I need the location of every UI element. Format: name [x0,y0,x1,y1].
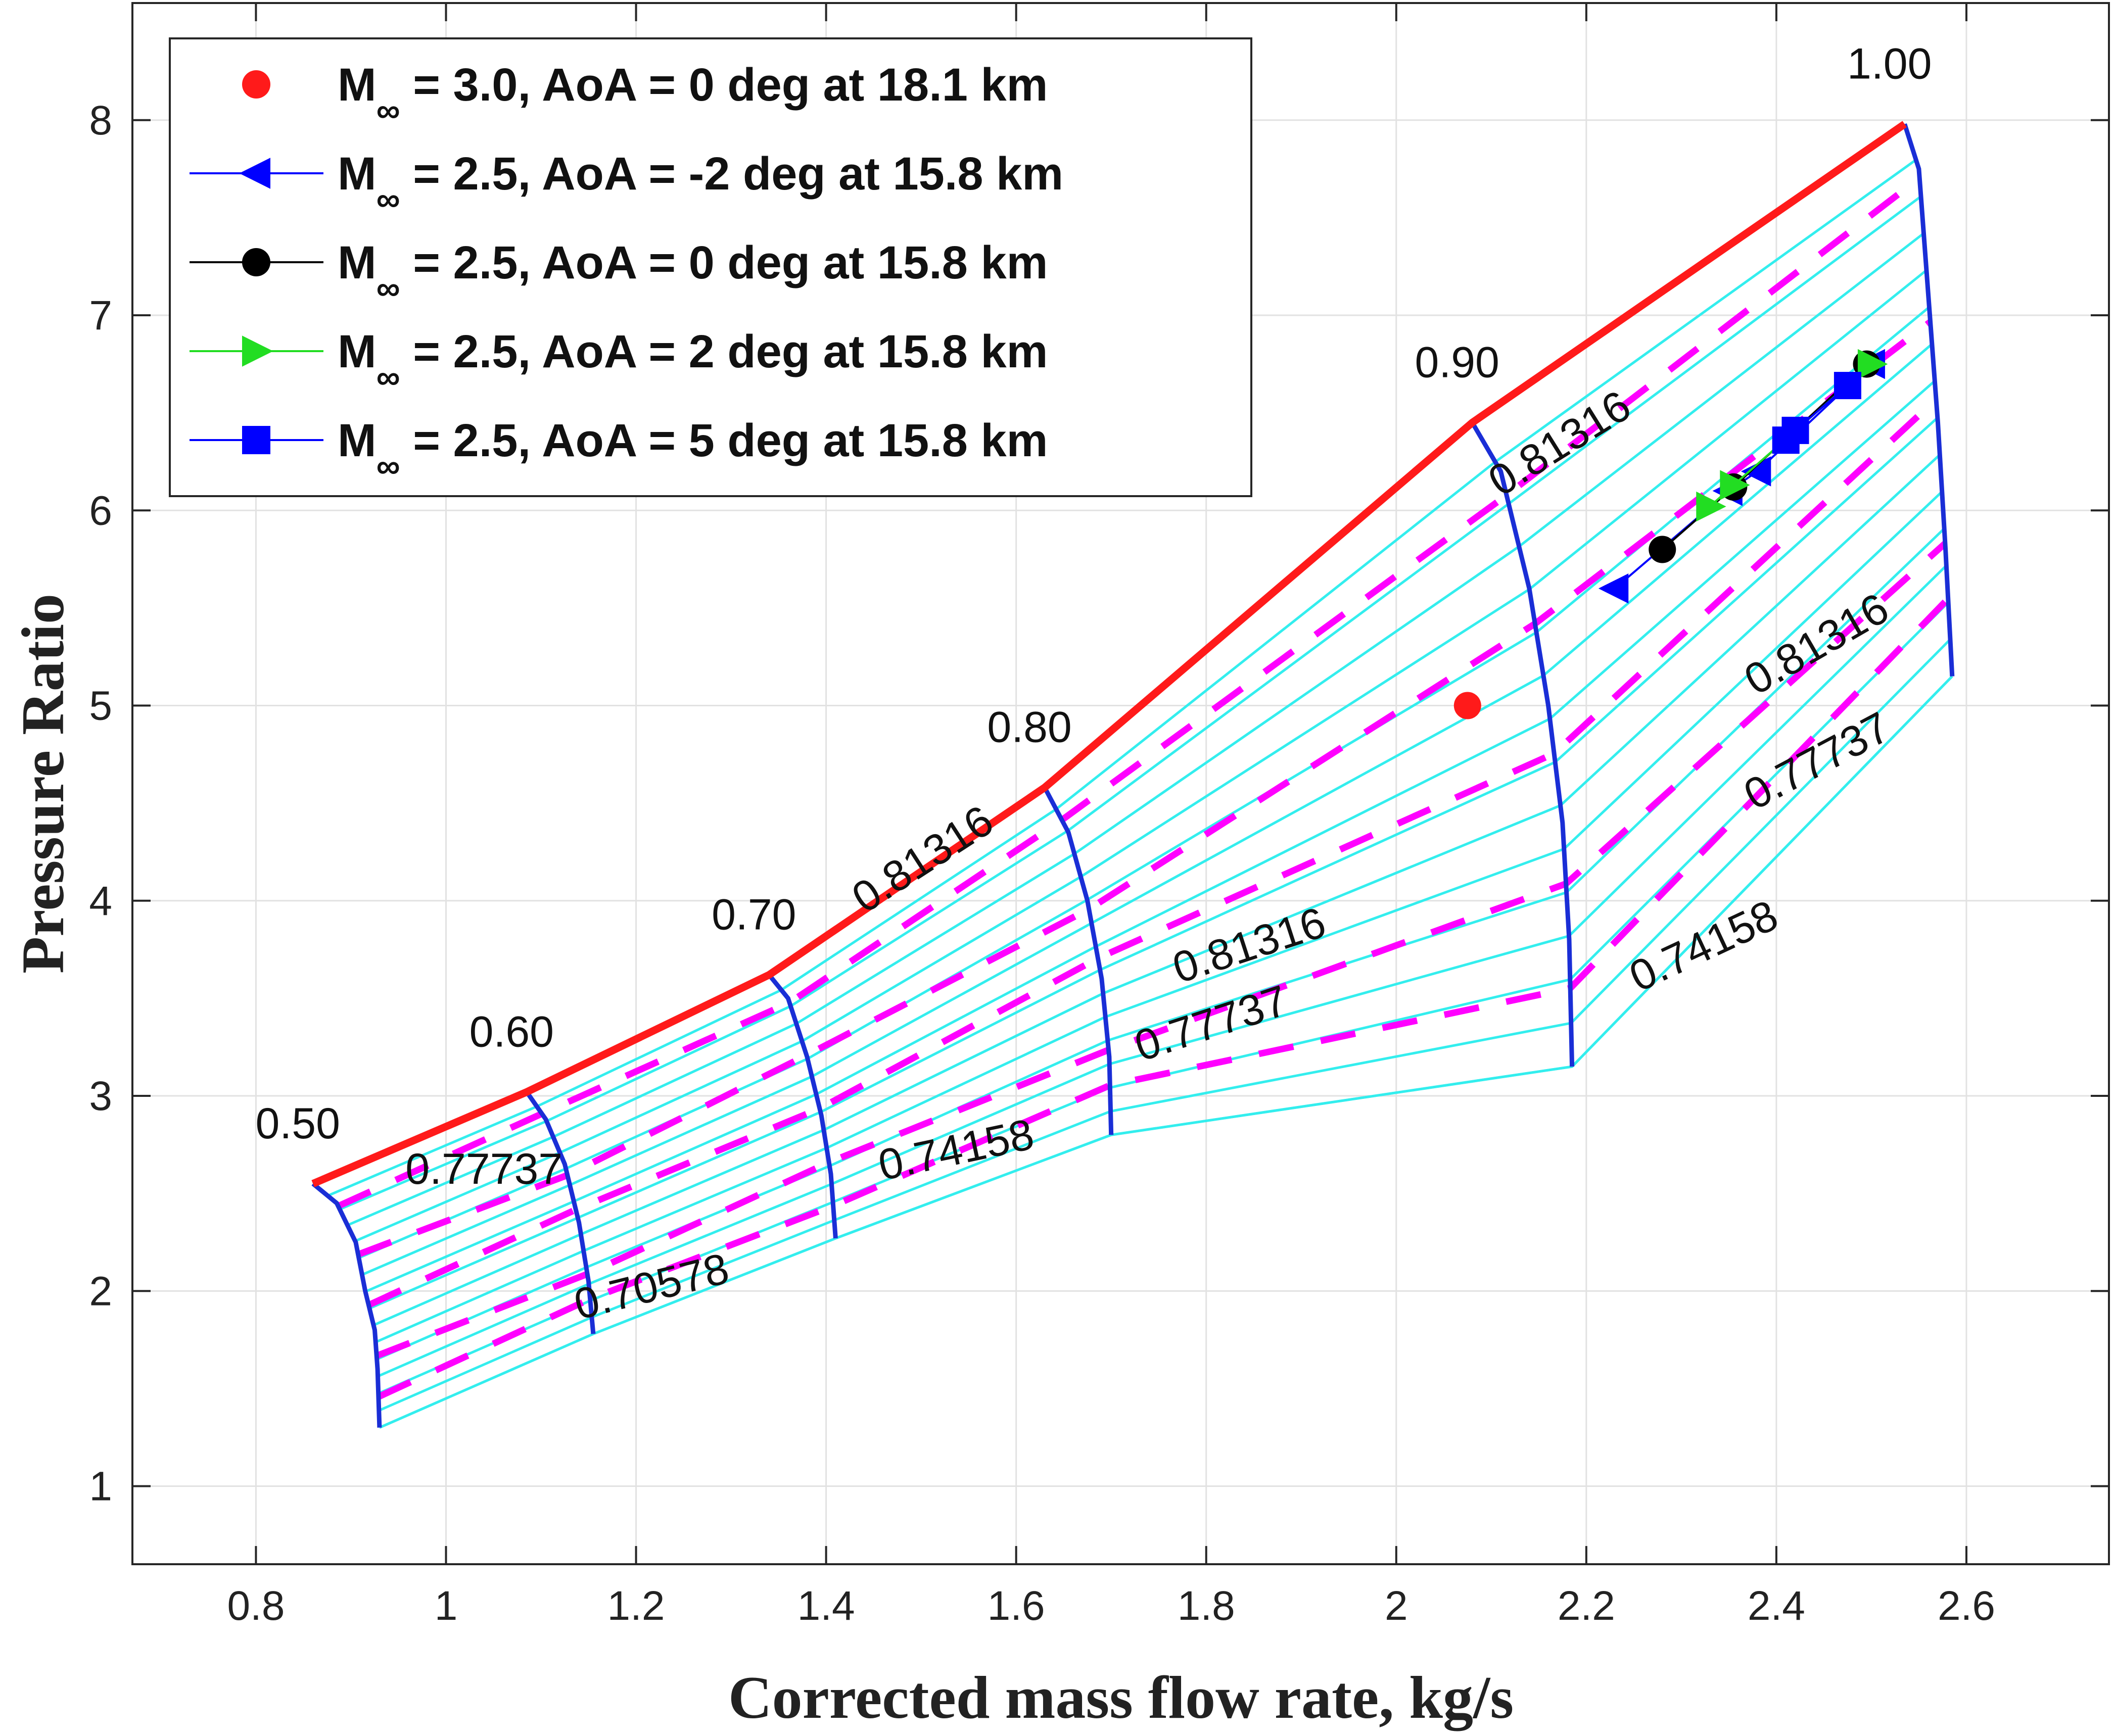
ticks: 0.8 1 1.2 1.4 1.6 1.8 2 2.2 2.4 2.6 1 2 3 4 5 6 7 8 [89,3,2109,1629]
legend-entry: M∞ = 2.5, AoA = -2 deg at 15.8 km [190,148,1063,218]
efficiency-contour [367,397,1939,1309]
x-tick-label: 1.4 [797,1583,855,1629]
y-axis-label: Pressure Ratio [9,594,76,974]
legend-label: M∞ = 3.0, AoA = 0 deg at 18.1 km [338,59,1048,129]
marker-square [1781,416,1809,444]
x-tick-label: 2 [1385,1583,1408,1629]
series-3 [1696,349,1888,522]
choke-line [379,675,1953,1429]
series-4 [1772,372,1861,454]
efficiency-value-label: 0.77737 [405,1145,562,1193]
series-0 [1453,692,1481,719]
constant-line [347,232,1925,1227]
legend-entry: M∞ = 2.5, AoA = 0 deg at 15.8 km [190,237,1048,307]
surge-line-path [311,121,1907,1187]
legend-label: M∞ = 2.5, AoA = 5 deg at 15.8 km [338,415,1048,485]
marker-square [242,426,270,454]
efficiency-contour [377,596,1951,1400]
y-tick-label: 6 [89,488,112,534]
constant-line [369,417,1939,1310]
constant-line [361,343,1933,1276]
constant-line [339,195,1922,1211]
efficiency-contour [357,319,1933,1258]
legend: M∞ = 3.0, AoA = 0 deg at 18.1 km M∞ = 2.5… [169,37,1252,497]
marker-circle [1649,536,1676,563]
speed-label: 0.50 [256,1099,340,1148]
speed-labels: 0.50 0.60 0.70 0.80 0.90 1.00 [256,39,1932,1147]
constant-line [377,564,1948,1378]
surge-line [311,121,1907,1187]
marker-circle [1453,692,1481,719]
legend-label: M∞ = 2.5, AoA = 0 deg at 15.8 km [338,237,1048,307]
marker-triangle-right [1720,470,1750,500]
marker-circle [242,70,270,99]
plot-frame [131,2,2110,1565]
efficiency-contour [337,175,1922,1210]
y-tick-label: 7 [89,293,112,339]
y-tick-label: 8 [89,98,112,143]
efficiency-contours [337,175,1951,1400]
speed-line-0.90 [1470,421,1575,1067]
y-tick-label: 3 [89,1073,112,1119]
marker-triangle-left [1741,456,1771,487]
marker-triangle-right [1696,491,1726,522]
speed-label: 0.60 [469,1007,554,1056]
constant-line [354,269,1928,1242]
constant-line [365,380,1936,1293]
speed-line-0.60 [525,1090,596,1334]
constant-line [375,491,1943,1343]
speed-line-0.50 [311,1182,382,1428]
legend-entry: M∞ = 2.5, AoA = 5 deg at 15.8 km [190,415,1048,485]
y-tick-label: 5 [89,683,112,729]
x-tick-label: 1 [435,1583,458,1629]
speed-line-0.70 [767,973,838,1239]
speed-line-0.80 [1043,786,1114,1135]
speed-label: 0.90 [1415,338,1499,387]
efficiency-contour [375,541,1948,1359]
y-tick-label: 1 [89,1464,112,1510]
operating-points [1453,349,1888,719]
marker-circle [242,248,270,276]
legend-box [169,37,1252,497]
constant-line [378,638,1951,1412]
x-tick-label: 0.8 [227,1583,285,1629]
speed-label: 0.70 [712,891,796,939]
x-axis-label: Corrected mass flow rate, kg/s [728,1664,1514,1731]
x-tick-label: 1.2 [607,1583,665,1629]
constant-line [373,454,1941,1327]
x-tick-label: 2.6 [1938,1583,1995,1629]
marker-triangle-left [1598,573,1629,604]
speed-line-1.00 [1902,123,1955,677]
x-tick-label: 1.8 [1178,1583,1235,1629]
speed-lines [311,123,1955,1428]
constant-line [327,159,1917,1197]
x-tick-label: 2.4 [1748,1583,1805,1629]
legend-entry: M∞ = 3.0, AoA = 0 deg at 18.1 km [242,59,1048,129]
marker-square [1834,372,1861,400]
legend-entry: M∞ = 2.5, AoA = 2 deg at 15.8 km [190,326,1048,396]
y-tick-label: 4 [89,878,112,924]
y-tick-label: 2 [89,1268,112,1314]
marker-triangle-right [1857,349,1888,379]
legend-label: M∞ = 2.5, AoA = -2 deg at 15.8 km [338,148,1063,218]
legend-label: M∞ = 2.5, AoA = 2 deg at 15.8 km [338,326,1048,396]
x-tick-label: 1.6 [988,1583,1045,1629]
speed-label: 1.00 [1847,39,1932,88]
speed-label: 0.80 [987,703,1071,752]
marker-triangle-left [239,158,270,189]
x-tick-label: 2.2 [1558,1583,1615,1629]
marker-triangle-right [242,335,273,367]
